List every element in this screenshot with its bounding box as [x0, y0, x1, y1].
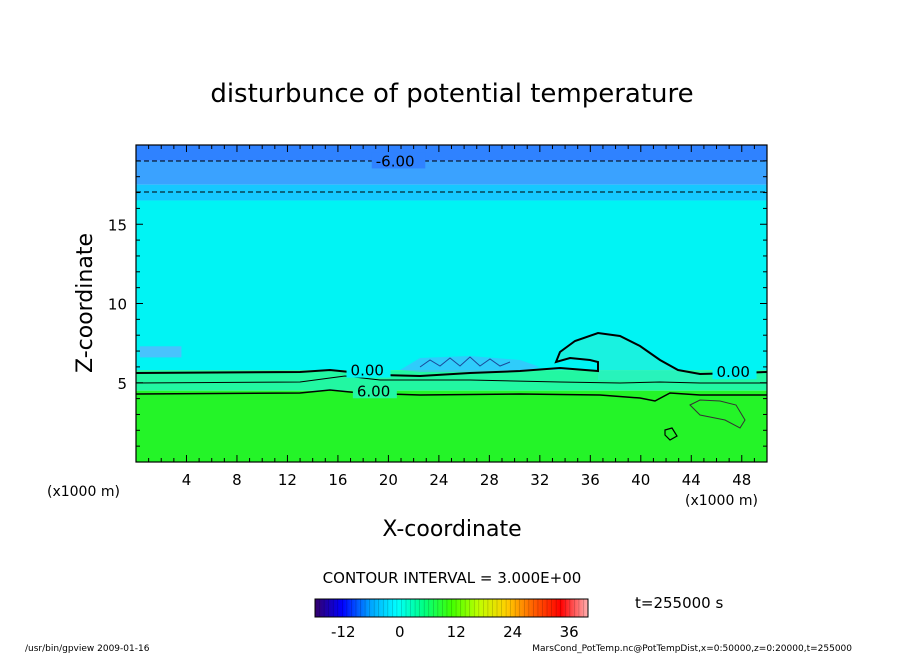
y-tick-label: 5 [117, 375, 127, 393]
colorbar-tick-label: 24 [503, 623, 522, 641]
x-axis-title: X-coordinate [382, 517, 521, 542]
contour-label-bg-1 [346, 361, 391, 378]
x-tick-label: 24 [429, 471, 448, 489]
x-unit-left: (x1000 m) [47, 484, 120, 500]
chart-title: disturbunce of potential temperature [210, 79, 693, 109]
contour-labels: -6.00 0.00 6.00 0.00 [346, 152, 757, 400]
x-tick-label: 12 [278, 471, 297, 489]
x-tick-label: 20 [379, 471, 398, 489]
x-unit-right: (x1000 m) [685, 493, 758, 509]
heatmap-layer-5 [136, 390, 767, 462]
x-tick-label: 4 [182, 471, 192, 489]
colorbar-tick-label: 36 [560, 623, 579, 641]
x-tick-label: 28 [480, 471, 499, 489]
heatmap-layer-2 [136, 184, 767, 201]
contour-line-six [136, 389, 767, 402]
colorbar-frame [314, 598, 589, 618]
colorbar: -12 0 12 24 36 [314, 598, 589, 641]
contour-line-zero [136, 331, 767, 378]
contour-label-bg-0 [371, 152, 426, 169]
x-tick-label: 36 [581, 471, 600, 489]
y-tick-label: 15 [108, 216, 127, 234]
colorbar-tick-label: 0 [395, 623, 405, 641]
contour-label-bg-3 [712, 363, 757, 380]
y-axis-title: Z-coordinate [73, 233, 98, 373]
disturbance-patch-left [139, 346, 182, 358]
colorbar-tick-label: -12 [331, 623, 356, 641]
contour-label-0: -6.00 [376, 152, 415, 170]
contour-interval: CONTOUR INTERVAL = 3.000E+00 [323, 569, 582, 587]
disturbance-patch-bulge [556, 333, 700, 382]
colorbar-fill [315, 599, 588, 617]
contour-label-2: 6.00 [357, 382, 390, 400]
time-label: t=255000 s [635, 594, 723, 612]
footer-left: /usr/bin/gpview 2009-01-16 [25, 644, 150, 654]
x-axis-ticks: 4 8 12 16 20 24 28 32 36 40 44 48 [148, 145, 755, 489]
heatmap-layer-0 [136, 145, 767, 161]
contour-blob-small [664, 427, 678, 441]
colorbar-tick-label: 12 [447, 623, 466, 641]
contour-label-bg-2 [352, 382, 397, 399]
heatmap-layer-3 [136, 200, 767, 371]
contour-lines [136, 160, 767, 441]
x-tick-label: 8 [232, 471, 242, 489]
x-tick-label: 16 [328, 471, 347, 489]
y-tick-label: 10 [108, 296, 127, 314]
x-tick-label: 40 [631, 471, 650, 489]
contour-label-1: 0.00 [351, 362, 384, 380]
contour-label-3: 0.00 [717, 363, 750, 381]
contour-wiggles [419, 356, 511, 368]
x-tick-label: 48 [732, 471, 751, 489]
heatmap-layer-1 [136, 160, 767, 185]
disturbance-patch-mid [400, 356, 540, 372]
plot-area: -6.000.006.000.00 4 8 12 16 20 24 28 32 36 40 44 48… [108, 144, 768, 489]
y-axis-ticks: 5 10 15 [108, 160, 767, 447]
colorbar-ticks: -12 0 12 24 36 [331, 623, 579, 641]
colorbar-stripes [319, 599, 584, 617]
heatmap-layers [136, 145, 767, 462]
x-tick-label: 44 [682, 471, 701, 489]
contour-blob-right [689, 399, 746, 429]
contour-line-three [136, 375, 767, 384]
x-tick-label: 32 [530, 471, 549, 489]
footer-right: MarsCond_PotTemp.nc@PotTempDist,x=0:5000… [532, 644, 852, 654]
